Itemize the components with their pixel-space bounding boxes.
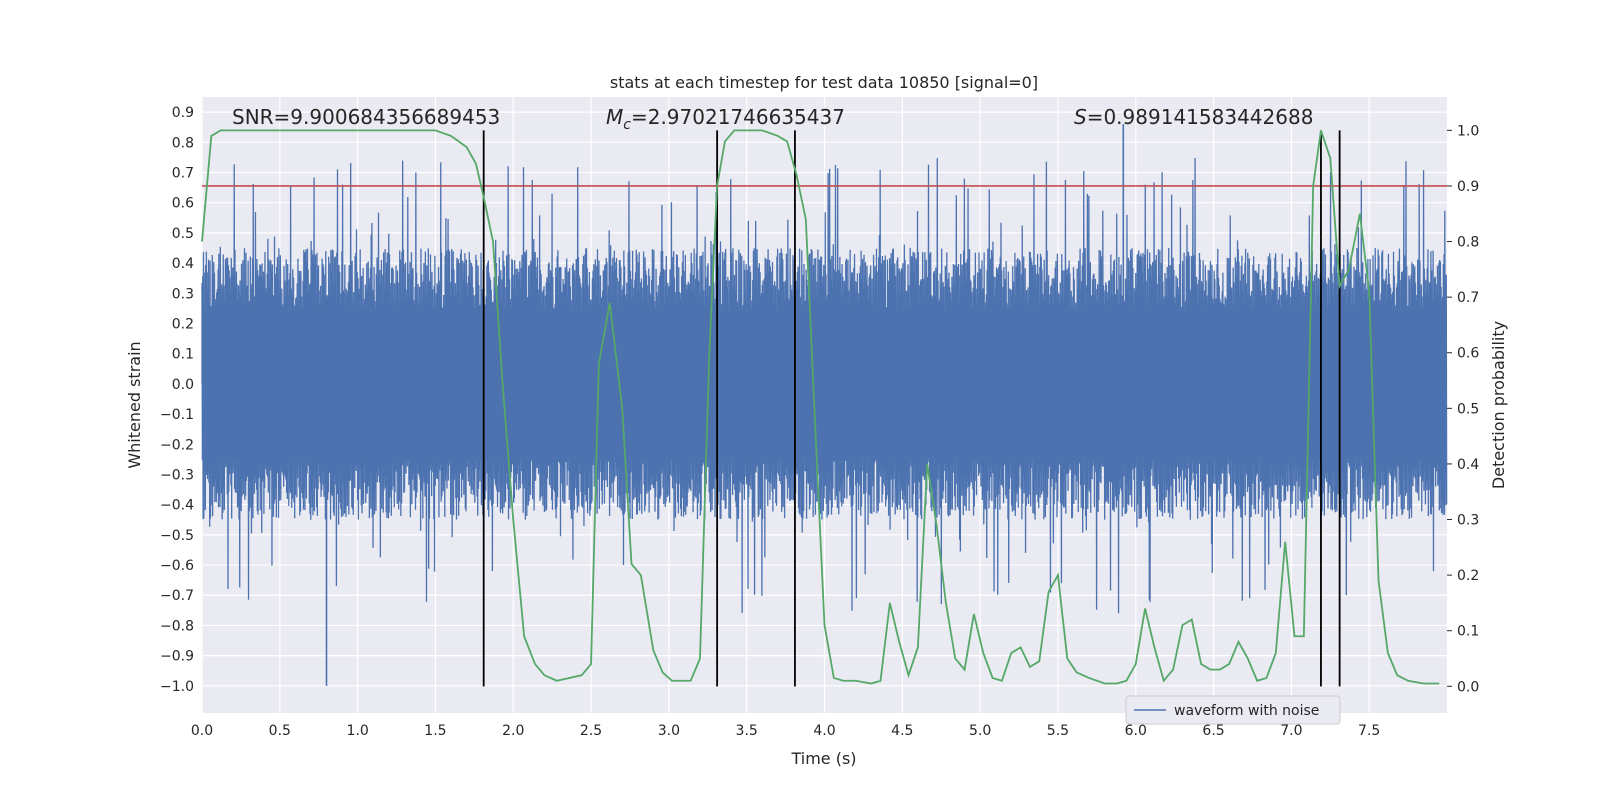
y2-tick-label: 0.6 bbox=[1457, 346, 1479, 362]
waveform-line bbox=[201, 158, 1448, 614]
x-tick-label: 3.5 bbox=[736, 723, 758, 739]
y-tick-label: 0.5 bbox=[172, 226, 194, 242]
y2-tick-label: 1.0 bbox=[1457, 123, 1479, 139]
x-tick-label: 1.5 bbox=[424, 723, 446, 739]
y-tick-label: 0.8 bbox=[172, 135, 194, 151]
legend-box bbox=[1125, 695, 1341, 725]
y2-tick-label: 0.4 bbox=[1457, 457, 1479, 473]
y-tick-label: 0.9 bbox=[172, 105, 194, 121]
y-axis-label: Whitened strain bbox=[125, 341, 144, 468]
chirp-mass-annotation: Mc=2.97021746635437 bbox=[606, 105, 845, 133]
x-axis-ticks: 0.0 0.5 1.0 1.5 2.0 2.5 3.0 3.5 4.0 4.5 5.0 5.5 6.0 6… bbox=[191, 723, 1380, 739]
x-tick-label: 3.0 bbox=[658, 723, 680, 739]
y-tick-label: −0.7 bbox=[160, 588, 194, 604]
y-tick-label: 0.7 bbox=[172, 165, 194, 181]
chirp-mass-value: =2.97021746635437 bbox=[631, 105, 845, 129]
waveform-series bbox=[201, 124, 1448, 686]
y-tick-label: 0.0 bbox=[172, 377, 194, 393]
y2-tick-label: 0.9 bbox=[1457, 179, 1479, 195]
score-annotation: S=0.989141583442688 bbox=[1074, 105, 1313, 129]
y2-axis-label: Detection probability bbox=[1489, 321, 1508, 489]
y-tick-label: 0.3 bbox=[172, 286, 194, 302]
y-tick-label: −0.8 bbox=[160, 618, 194, 634]
x-tick-label: 4.0 bbox=[813, 723, 835, 739]
score-value: =0.989141583442688 bbox=[1087, 105, 1314, 129]
y-tick-label: 0.2 bbox=[172, 316, 194, 332]
y-tick-label: −0.4 bbox=[160, 498, 194, 514]
y2-tick-label: 0.0 bbox=[1457, 679, 1479, 695]
x-tick-label: 7.0 bbox=[1280, 723, 1302, 739]
y-axis-ticks: 0.9 0.8 0.7 0.6 0.5 0.4 0.3 0.2 0.1 0.0 −0.1 −0.2 −0… bbox=[160, 105, 194, 695]
y2-tick-label: 0.8 bbox=[1457, 235, 1479, 251]
y-tick-label: −0.1 bbox=[160, 407, 194, 423]
x-axis-label: Time (s) bbox=[790, 749, 856, 768]
y-tick-label: 0.1 bbox=[172, 347, 194, 363]
y2-axis-ticks: 1.0 0.9 0.8 0.7 0.6 0.5 0.4 0.3 0.2 0.1 0.0 bbox=[1447, 123, 1479, 695]
chirp-mass-subscript: c bbox=[623, 117, 631, 133]
x-tick-label: 0.5 bbox=[269, 723, 291, 739]
chart-title: stats at each timestep for test data 108… bbox=[610, 73, 1038, 92]
y2-tick-label: 0.3 bbox=[1457, 513, 1479, 529]
x-tick-label: 2.5 bbox=[580, 723, 602, 739]
y-tick-label: −0.5 bbox=[160, 528, 194, 544]
vertical-markers bbox=[482, 130, 1341, 687]
y2-tick-label: 0.7 bbox=[1457, 290, 1479, 306]
score-symbol: S bbox=[1074, 105, 1087, 129]
snr-annotation: SNR=9.900684356689453 bbox=[232, 105, 500, 129]
legend-label-waveform: waveform with noise bbox=[1174, 703, 1319, 719]
x-tick-label: 7.5 bbox=[1358, 723, 1380, 739]
chirp-mass-symbol: M bbox=[606, 105, 623, 129]
y-tick-label: −0.6 bbox=[160, 558, 194, 574]
x-tick-label: 5.0 bbox=[969, 723, 991, 739]
y-tick-label: 0.6 bbox=[172, 196, 194, 212]
y-tick-label: 0.4 bbox=[172, 256, 194, 272]
x-tick-label: 6.5 bbox=[1202, 723, 1224, 739]
probability-line bbox=[201, 129, 1440, 685]
x-tick-label: 6.0 bbox=[1125, 723, 1147, 739]
legend: waveform with noise bbox=[1125, 695, 1341, 725]
y-tick-label: −1.0 bbox=[160, 679, 194, 695]
y2-tick-label: 0.2 bbox=[1457, 568, 1479, 584]
x-tick-label: 2.0 bbox=[502, 723, 524, 739]
y-tick-label: −0.2 bbox=[160, 437, 194, 453]
x-tick-label: 4.5 bbox=[891, 723, 913, 739]
x-tick-label: 1.0 bbox=[346, 723, 368, 739]
x-tick-label: 0.0 bbox=[191, 723, 213, 739]
x-tick-label: 5.5 bbox=[1047, 723, 1069, 739]
y2-tick-label: 0.1 bbox=[1457, 624, 1479, 640]
y2-tick-label: 0.5 bbox=[1457, 401, 1479, 417]
y-tick-label: −0.3 bbox=[160, 467, 194, 483]
probability-series bbox=[201, 129, 1440, 685]
y-tick-label: −0.9 bbox=[160, 649, 194, 665]
